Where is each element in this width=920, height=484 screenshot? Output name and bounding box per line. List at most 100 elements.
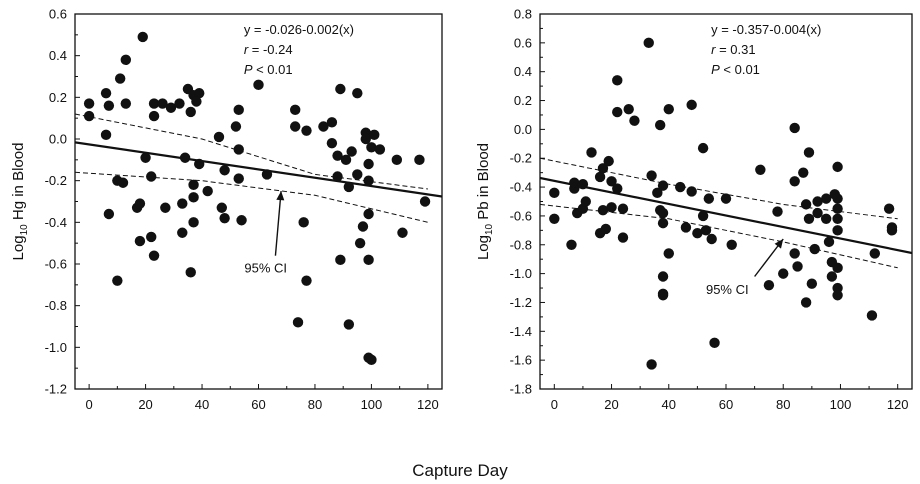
y-tick-label: -1.0 <box>510 266 532 281</box>
ci-label: 95% CI <box>706 282 749 297</box>
y-tick-label: 0.2 <box>49 90 67 105</box>
data-point <box>120 98 132 109</box>
y-tick-label: -0.8 <box>510 237 532 252</box>
data-point <box>832 262 843 274</box>
y-tick-label: -0.4 <box>510 180 532 195</box>
data-point <box>148 98 160 109</box>
data-point <box>826 271 838 282</box>
data-point <box>146 231 157 243</box>
data-point <box>809 243 820 255</box>
data-point <box>335 254 346 266</box>
data-point <box>789 176 800 187</box>
p-symbol: P <box>711 62 720 77</box>
data-point <box>188 217 199 228</box>
data-point <box>253 79 264 91</box>
y-tick-label: 0.4 <box>49 48 67 63</box>
y-tick-label: -1.2 <box>510 295 532 310</box>
data-point <box>397 227 408 238</box>
data-point <box>646 170 657 181</box>
data-point <box>812 207 823 219</box>
data-point <box>363 208 374 220</box>
data-point <box>792 261 803 272</box>
data-point <box>617 232 629 243</box>
y-tick-label: -1.2 <box>45 382 67 397</box>
data-point <box>112 275 123 286</box>
y-axis-title-main: Log <box>10 235 27 260</box>
data-point <box>663 103 674 115</box>
y-axis-title-subscript: 10 <box>484 223 495 235</box>
data-point <box>617 203 629 214</box>
ci-upper-curve <box>75 113 428 190</box>
data-point <box>654 119 666 131</box>
data-point <box>726 239 737 250</box>
data-point <box>763 279 775 291</box>
data-point <box>832 225 843 236</box>
p-value: < 0.01 <box>252 62 292 77</box>
data-point <box>789 248 800 259</box>
data-point <box>414 154 425 166</box>
data-point <box>83 98 95 109</box>
x-axis-title: Capture Day <box>412 461 508 480</box>
data-point <box>202 185 213 197</box>
data-point <box>686 99 697 111</box>
data-point <box>866 310 878 321</box>
data-point <box>160 202 171 213</box>
x-tick-label: 20 <box>138 397 152 412</box>
data-point <box>188 192 199 203</box>
data-point <box>194 158 205 170</box>
data-point <box>832 203 843 214</box>
x-tick-label: 0 <box>85 397 92 412</box>
data-point <box>363 158 374 170</box>
y-tick-label: -1.6 <box>510 353 532 368</box>
data-point <box>600 223 612 235</box>
data-point <box>137 31 148 43</box>
data-point <box>318 121 329 132</box>
data-point <box>179 152 191 163</box>
y-axis-title-rest: Pb in Blood <box>475 143 492 224</box>
data-point <box>663 248 674 259</box>
data-point <box>652 187 663 199</box>
data-point <box>165 102 177 113</box>
y-tick-label: -1.4 <box>510 324 532 339</box>
data-point <box>832 290 843 301</box>
data-point <box>586 147 597 158</box>
data-point <box>233 173 244 184</box>
data-point <box>623 103 634 115</box>
data-point <box>120 54 132 66</box>
data-point <box>148 250 160 261</box>
x-tick-label: 0 <box>551 397 558 412</box>
data-point <box>103 208 115 220</box>
data-point <box>612 75 623 86</box>
data-point <box>219 212 230 224</box>
data-point <box>657 217 669 229</box>
p-value-label: P < 0.01 <box>244 62 293 77</box>
y-axis-title: Log10 Hg in Blood <box>10 143 30 261</box>
data-point <box>594 171 606 183</box>
y-tick-label: 0.4 <box>514 64 532 79</box>
data-point <box>332 150 343 161</box>
data-point <box>680 222 692 233</box>
data-point <box>832 193 843 204</box>
data-point <box>612 106 623 118</box>
data-point <box>657 180 669 191</box>
data-point <box>883 203 895 214</box>
data-point <box>612 183 623 194</box>
data-point <box>803 213 815 225</box>
y-tick-label: 0.0 <box>514 122 532 137</box>
plot-panel-pb: 0 20 40 60 80 100 120 0.8 0.6 0.4 0.2 0.0 -0.2 -0.4 -0… <box>475 7 913 412</box>
data-point <box>832 282 843 294</box>
data-point <box>886 225 898 236</box>
data-point <box>700 225 712 236</box>
data-point <box>820 193 832 204</box>
data-point <box>216 202 227 213</box>
data-point <box>233 104 244 116</box>
data-point <box>103 100 115 111</box>
data-point <box>566 239 577 250</box>
p-value: < 0.01 <box>720 62 760 77</box>
plot-panel-hg: 0 20 40 60 80 100 120 0.6 0.4 0.2 0.0 -0.2 -0.4 -0.6 -… <box>10 7 443 412</box>
y-axis-title-rest: Hg in Blood <box>10 143 27 225</box>
ci-arrow-head <box>276 191 285 201</box>
data-point <box>778 268 789 279</box>
x-tick-label: 60 <box>251 397 265 412</box>
